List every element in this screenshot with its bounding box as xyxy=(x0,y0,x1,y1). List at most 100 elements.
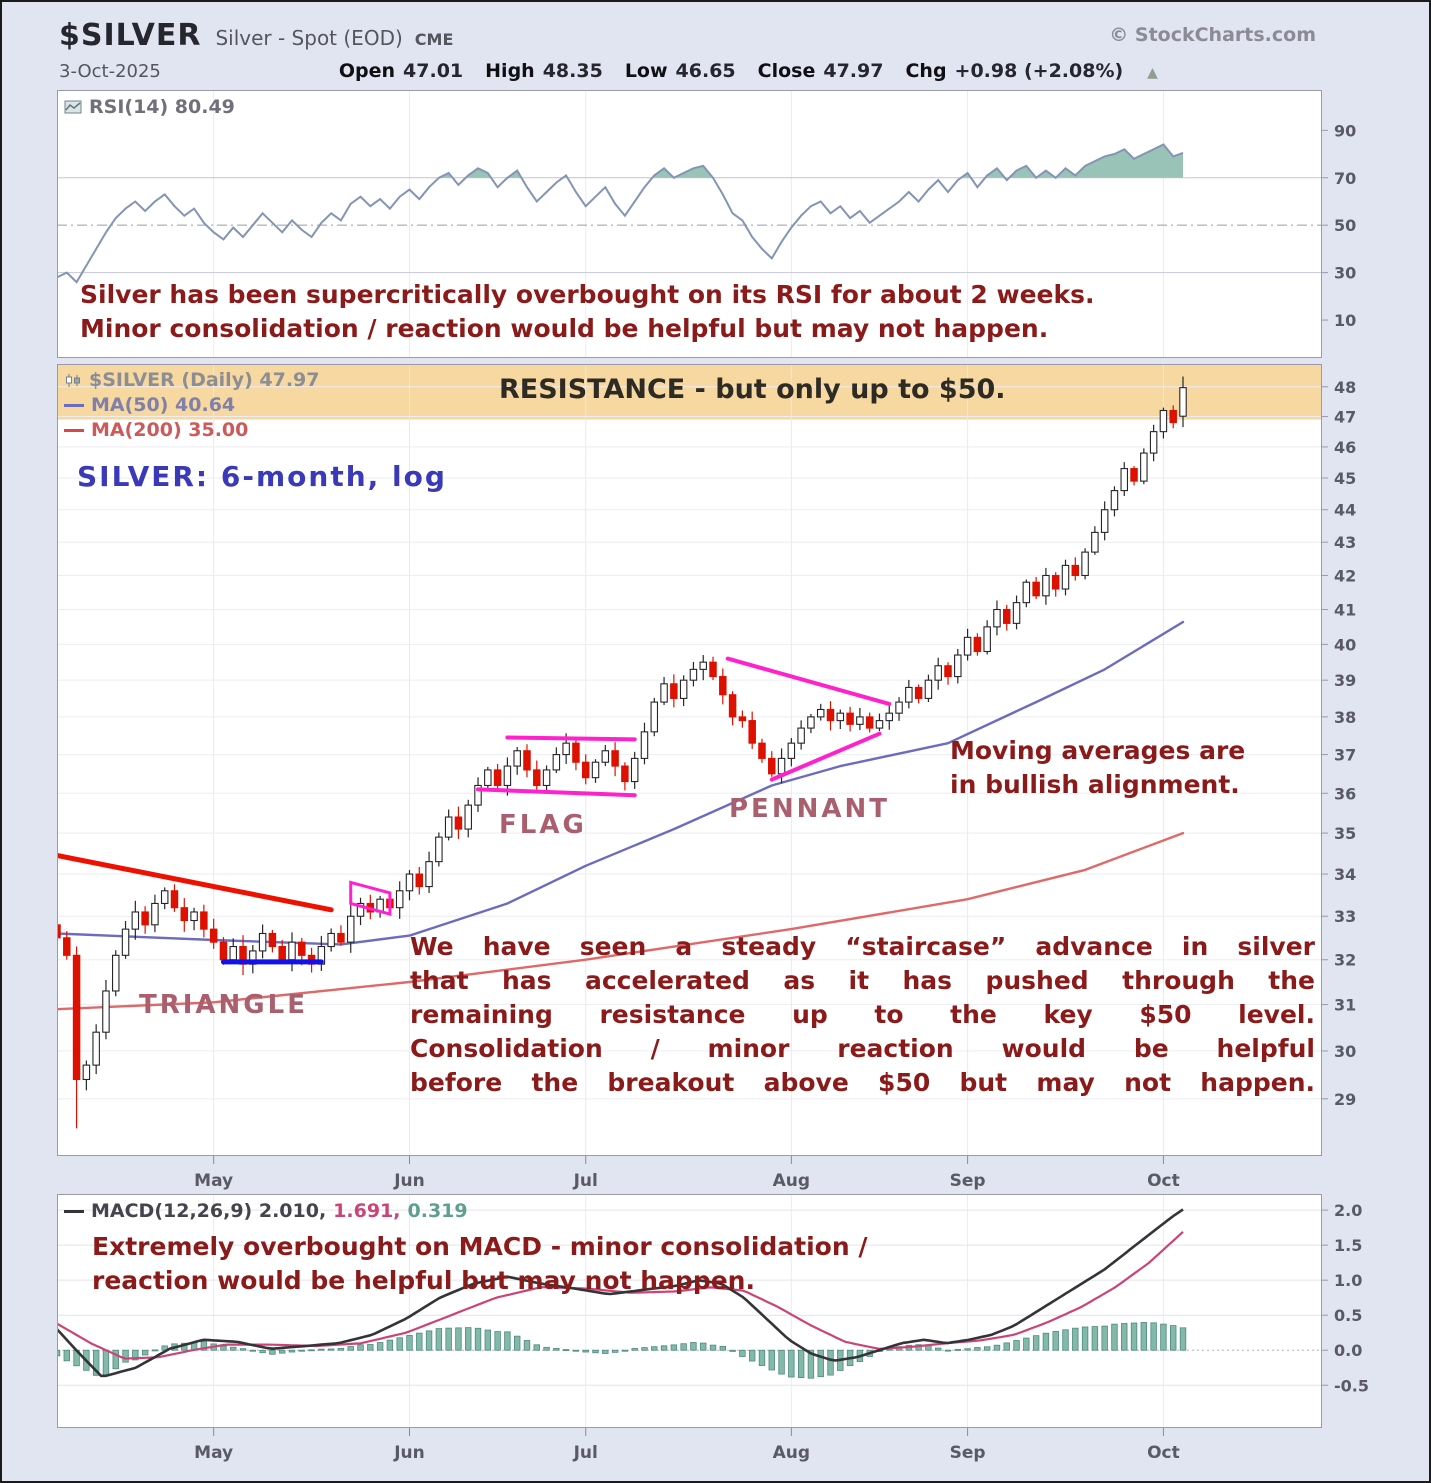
timeframe-label: SILVER: 6-month, log xyxy=(77,460,447,493)
symbol-description: Silver - Spot (EOD) xyxy=(215,26,403,50)
price-legend-icon xyxy=(66,374,80,387)
svg-text:Jul: Jul xyxy=(573,1443,598,1463)
svg-text:38: 38 xyxy=(1334,708,1356,727)
svg-text:Sep: Sep xyxy=(950,1443,986,1463)
high-label: High xyxy=(485,60,535,82)
rsi-annotation-line2: Minor consolidation / reaction would be … xyxy=(80,314,1049,343)
chg-label: Chg xyxy=(905,60,947,82)
svg-text:45: 45 xyxy=(1334,469,1356,488)
pennant-pattern-label: PENNANT xyxy=(729,794,890,824)
svg-text:-0.5: -0.5 xyxy=(1334,1376,1369,1395)
svg-text:1.0: 1.0 xyxy=(1334,1271,1362,1290)
flag-pattern-label: FLAG xyxy=(499,810,587,840)
macd-legend: MACD(12,26,9) 2.010, 1.691, 0.319 xyxy=(64,1200,468,1222)
ma200-legend-label: MA(200) 35.00 xyxy=(91,419,249,441)
close-label: Close xyxy=(757,60,816,82)
svg-text:Sep: Sep xyxy=(950,1171,986,1191)
open-value: 47.01 xyxy=(403,60,464,82)
price-legend: $SILVER (Daily) 47.97 MA(50) 40.64 MA(20… xyxy=(64,368,319,443)
svg-text:Jun: Jun xyxy=(393,1443,425,1463)
ma50-line-swatch xyxy=(64,404,84,407)
close-value: 47.97 xyxy=(823,60,884,82)
quote-date: 3-Oct-2025 xyxy=(59,61,161,82)
chg-value: +0.98 (+2.08%) xyxy=(954,60,1124,82)
svg-text:70: 70 xyxy=(1334,169,1356,188)
svg-text:1.5: 1.5 xyxy=(1334,1236,1362,1255)
macd-legend-name: MACD(12,26,9) 2.010, xyxy=(91,1200,327,1222)
high-value: 48.35 xyxy=(542,60,603,82)
svg-text:43: 43 xyxy=(1334,533,1356,552)
price-chart-canvas: 48 47 46 45 44 43 42 41 40 39 38 37 36 35 34 33 32 31 30 29… xyxy=(53,364,1397,1196)
staircase-line2: that has accelerated as it has pushed th… xyxy=(410,966,1315,995)
svg-text:41: 41 xyxy=(1334,601,1356,620)
macd-legend-signal: 1.691, xyxy=(333,1200,401,1222)
ma200-line-swatch xyxy=(64,429,84,432)
svg-text:29: 29 xyxy=(1334,1090,1356,1109)
svg-text:0.5: 0.5 xyxy=(1334,1306,1362,1325)
macd-annotation-line1: Extremely overbought on MACD - minor con… xyxy=(92,1232,868,1261)
ma200-legend-row: MA(200) 35.00 xyxy=(64,418,319,443)
svg-text:33: 33 xyxy=(1334,907,1356,926)
svg-text:42: 42 xyxy=(1334,566,1356,585)
svg-text:39: 39 xyxy=(1334,671,1356,690)
svg-text:31: 31 xyxy=(1334,996,1356,1015)
rsi-legend: RSI(14) 80.49 xyxy=(64,96,235,118)
macd-chart-canvas: 2.0 1.5 1.0 0.5 0.0 -0.5 May Jun Jul Aug Sep Oct xyxy=(53,1194,1397,1468)
svg-text:36: 36 xyxy=(1334,784,1356,803)
ma50-legend-label: MA(50) 40.64 xyxy=(91,394,236,416)
staircase-line1: We have seen a steady “staircase” advanc… xyxy=(410,932,1315,961)
svg-text:30: 30 xyxy=(1334,264,1356,283)
svg-text:Oct: Oct xyxy=(1147,1443,1180,1463)
macd-annotation-line2: reaction would be helpful but may not ha… xyxy=(92,1266,755,1295)
chart-header: $SILVER Silver - Spot (EOD) CME xyxy=(59,18,453,53)
staircase-annotation: We have seen a steady “staircase” advanc… xyxy=(410,930,1315,1100)
price-legend-symbol-row: $SILVER (Daily) 47.97 xyxy=(64,368,319,393)
svg-text:Aug: Aug xyxy=(773,1443,810,1463)
low-value: 46.65 xyxy=(675,60,736,82)
rsi-annotation: Silver has been supercritically overboug… xyxy=(80,278,1095,346)
ma50-legend-row: MA(50) 40.64 xyxy=(64,393,319,418)
svg-text:Aug: Aug xyxy=(773,1171,810,1191)
macd-legend-hist: 0.319 xyxy=(407,1200,468,1222)
svg-text:40: 40 xyxy=(1334,635,1356,654)
price-legend-symbol: $SILVER (Daily) 47.97 xyxy=(89,369,320,391)
ma-note-line2: in bullish alignment. xyxy=(950,770,1240,799)
rsi-legend-label: RSI(14) 80.49 xyxy=(89,96,235,118)
svg-text:Oct: Oct xyxy=(1147,1171,1180,1191)
svg-text:May: May xyxy=(194,1443,233,1463)
exchange-label: CME xyxy=(414,30,454,49)
low-label: Low xyxy=(624,60,668,82)
ma-note-line1: Moving averages are xyxy=(950,736,1246,765)
rsi-annotation-line1: Silver has been supercritically overboug… xyxy=(80,280,1095,309)
svg-text:0.0: 0.0 xyxy=(1334,1341,1362,1360)
svg-text:35: 35 xyxy=(1334,824,1356,843)
svg-text:Jun: Jun xyxy=(393,1171,425,1191)
change-up-arrow-icon: ▲ xyxy=(1147,65,1158,81)
triangle-pattern-label: TRIANGLE xyxy=(139,990,308,1020)
svg-text:48: 48 xyxy=(1334,378,1356,397)
svg-text:37: 37 xyxy=(1334,746,1356,765)
svg-text:50: 50 xyxy=(1334,216,1356,235)
resistance-annotation: RESISTANCE - but only up to $50. xyxy=(499,374,1006,405)
svg-text:90: 90 xyxy=(1334,121,1356,140)
svg-text:2.0: 2.0 xyxy=(1334,1201,1362,1220)
moving-averages-annotation: Moving averages are in bullish alignment… xyxy=(950,734,1245,802)
svg-text:Jul: Jul xyxy=(573,1171,598,1191)
svg-text:10: 10 xyxy=(1334,311,1356,330)
rsi-legend-icon xyxy=(64,100,82,114)
staircase-line5: before the breakout above $50 but may no… xyxy=(410,1068,1315,1097)
open-label: Open xyxy=(338,60,396,82)
svg-text:30: 30 xyxy=(1334,1042,1356,1061)
symbol-title: $SILVER xyxy=(59,18,202,53)
rsi-chart-canvas: 90 70 50 30 10 xyxy=(56,90,1397,362)
svg-text:32: 32 xyxy=(1334,951,1356,970)
svg-text:May: May xyxy=(194,1171,233,1191)
svg-text:46: 46 xyxy=(1334,438,1356,457)
staircase-line4: Consolidation / minor reaction would be … xyxy=(410,1034,1315,1063)
macd-annotation: Extremely overbought on MACD - minor con… xyxy=(92,1230,867,1298)
svg-text:34: 34 xyxy=(1334,865,1356,884)
macd-line-swatch xyxy=(64,1209,84,1213)
svg-text:44: 44 xyxy=(1334,501,1356,520)
quote-row: 3-Oct-2025 Open 47.01 High 48.35 Low 46.… xyxy=(59,60,1158,82)
